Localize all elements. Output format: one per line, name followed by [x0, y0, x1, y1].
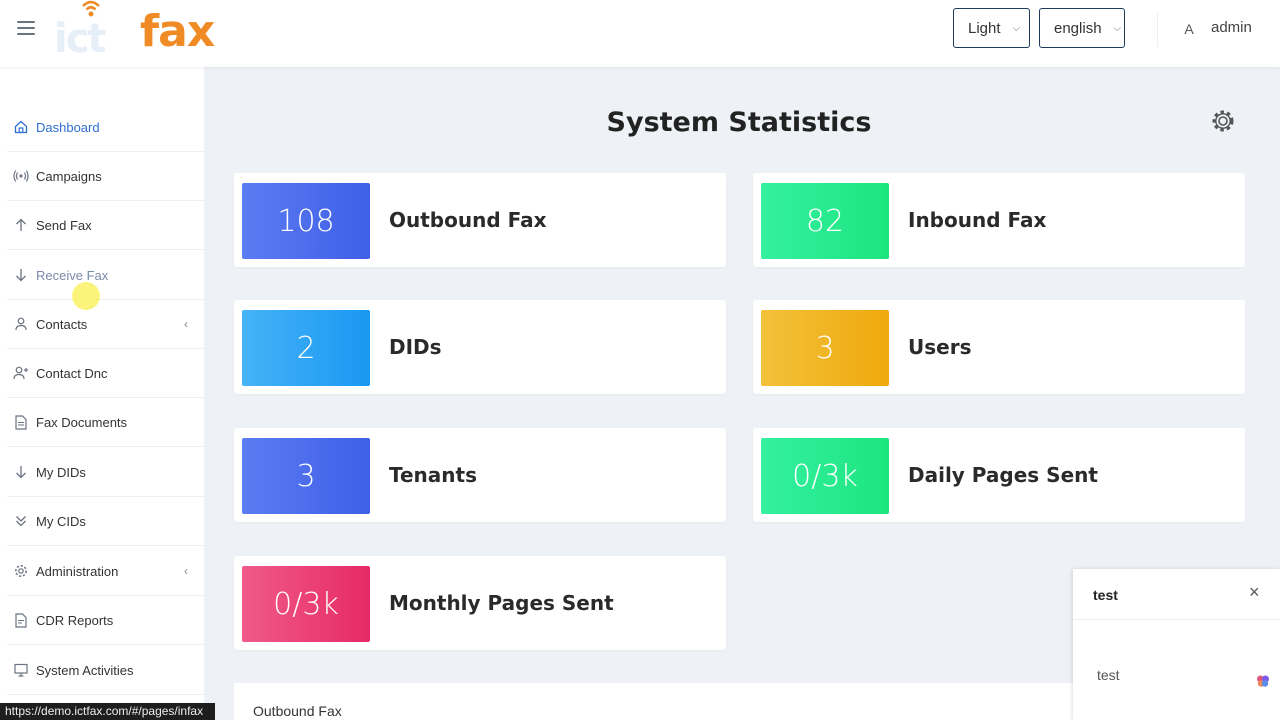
stat-value: 3: [761, 310, 889, 386]
sidebar-item-label: My DIDs: [36, 464, 86, 480]
stat-card-inbound-fax[interactable]: 82 Inbound Fax: [753, 173, 1245, 267]
double-chevron-down-icon: [13, 513, 29, 529]
stat-label: Inbound Fax: [908, 208, 1047, 232]
gear-icon: [13, 563, 29, 579]
stat-value: 108: [242, 183, 370, 259]
logo-text: fax: [140, 6, 215, 57]
arrow-down-icon: [13, 464, 29, 480]
popup-divider: [1073, 619, 1280, 620]
close-icon[interactable]: ×: [1249, 582, 1260, 602]
sidebar-item-campaigns[interactable]: Campaigns: [7, 152, 204, 201]
brain-icon[interactable]: [1253, 671, 1273, 691]
chevron-down-icon: ⌵: [1012, 22, 1021, 34]
chevron-left-icon: ‹: [184, 564, 188, 578]
popup-title: test: [1093, 587, 1118, 603]
sidebar-item-contacts[interactable]: Contacts ‹: [7, 300, 204, 349]
language-select[interactable]: english ⌵: [1039, 8, 1125, 48]
ictfax-logo[interactable]: ict fax: [52, 0, 222, 62]
panel-title: Outbound Fax: [253, 703, 342, 719]
stat-value: 82: [761, 183, 889, 259]
popup-body: test: [1097, 667, 1120, 683]
stat-value: 3: [242, 438, 370, 514]
chevron-left-icon: ‹: [184, 317, 188, 331]
theme-select-value: Light: [968, 19, 1001, 37]
sidebar-item-fax-documents[interactable]: Fax Documents: [7, 398, 204, 447]
stat-label: Outbound Fax: [389, 208, 547, 232]
user-plus-icon: [13, 365, 29, 381]
stat-label: Users: [908, 335, 972, 359]
arrow-up-icon: [13, 217, 29, 233]
user-icon: [13, 316, 29, 332]
monitor-icon: [13, 662, 29, 678]
theme-select[interactable]: Light ⌵: [953, 8, 1030, 48]
report-icon: [13, 612, 29, 628]
stat-label: Daily Pages Sent: [908, 463, 1098, 487]
stat-card-tenants[interactable]: 3 Tenants: [234, 428, 726, 522]
sidebar-item-cdr-reports[interactable]: CDR Reports: [7, 596, 204, 645]
stat-card-dids[interactable]: 2 DIDs: [234, 300, 726, 394]
sidebar-item-label: Contacts: [36, 316, 88, 332]
sidebar-item-administration[interactable]: Administration ‹: [7, 547, 204, 596]
sidebar-item-send-fax[interactable]: Send Fax: [7, 201, 204, 250]
sidebar-item-label: My CIDs: [36, 513, 86, 529]
gear-icon[interactable]: [1210, 108, 1236, 134]
sidebar-item-dashboard[interactable]: Dashboard: [7, 103, 204, 152]
outbound-fax-panel: Outbound Fax: [234, 683, 1084, 720]
sidebar: Dashboard Campaigns Send Fax Receive Fax…: [7, 67, 204, 720]
header-divider: [1157, 13, 1158, 47]
notification-popup: test × test: [1073, 569, 1280, 720]
top-header: ict fax Light ⌵ english ⌵ A admin: [0, 0, 1280, 67]
avatar[interactable]: A: [1184, 21, 1194, 37]
document-icon: [13, 414, 29, 430]
stat-label: Monthly Pages Sent: [389, 591, 614, 615]
stat-card-daily-pages-sent[interactable]: 0/3k Daily Pages Sent: [753, 428, 1245, 522]
hamburger-menu-icon[interactable]: [17, 21, 35, 35]
wifi-icon: [82, 0, 100, 17]
home-icon: [13, 119, 29, 135]
sidebar-item-contact-dnc[interactable]: Contact Dnc: [7, 349, 204, 398]
sidebar-item-label: Contact Dnc: [36, 365, 108, 381]
sidebar-item-label: Administration: [36, 563, 119, 579]
sidebar-item-label: Send Fax: [36, 217, 92, 233]
stat-card-outbound-fax[interactable]: 108 Outbound Fax: [234, 173, 726, 267]
sidebar-item-label: System Activities: [36, 662, 134, 678]
stat-value: 2: [242, 310, 370, 386]
stat-label: Tenants: [389, 463, 477, 487]
chevron-down-icon: ⌵: [1113, 22, 1122, 34]
sidebar-item-label: Fax Documents: [36, 414, 128, 430]
main-content: System Statistics 108 Outbound Fax 82 In…: [204, 67, 1280, 720]
sidebar-item-label: Campaigns: [36, 168, 102, 184]
cursor-highlight: [72, 282, 100, 310]
stat-card-users[interactable]: 3 Users: [753, 300, 1245, 394]
stat-value: 0/3k: [242, 566, 370, 642]
sidebar-item-receive-fax[interactable]: Receive Fax: [7, 251, 204, 300]
arrow-down-icon: [13, 267, 29, 283]
logo-ghost-text: ict: [54, 16, 107, 62]
sidebar-item-label: Receive Fax: [36, 267, 109, 283]
sidebar-item-label: Dashboard: [36, 119, 100, 135]
sidebar-item-my-cids[interactable]: My CIDs: [7, 497, 204, 546]
sidebar-item-system-activities[interactable]: System Activities: [7, 646, 204, 695]
broadcast-icon: [13, 168, 29, 184]
sidebar-item-label: CDR Reports: [36, 612, 114, 628]
stat-label: DIDs: [389, 335, 442, 359]
sidebar-item-my-dids[interactable]: My DIDs: [7, 448, 204, 497]
stat-value: 0/3k: [761, 438, 889, 514]
stat-card-monthly-pages-sent[interactable]: 0/3k Monthly Pages Sent: [234, 556, 726, 650]
page-title: System Statistics: [606, 107, 872, 138]
link-status-bar: https://demo.ictfax.com/#/pages/infax: [0, 703, 215, 720]
user-menu[interactable]: admin: [1211, 19, 1252, 36]
language-select-value: english: [1054, 19, 1102, 37]
